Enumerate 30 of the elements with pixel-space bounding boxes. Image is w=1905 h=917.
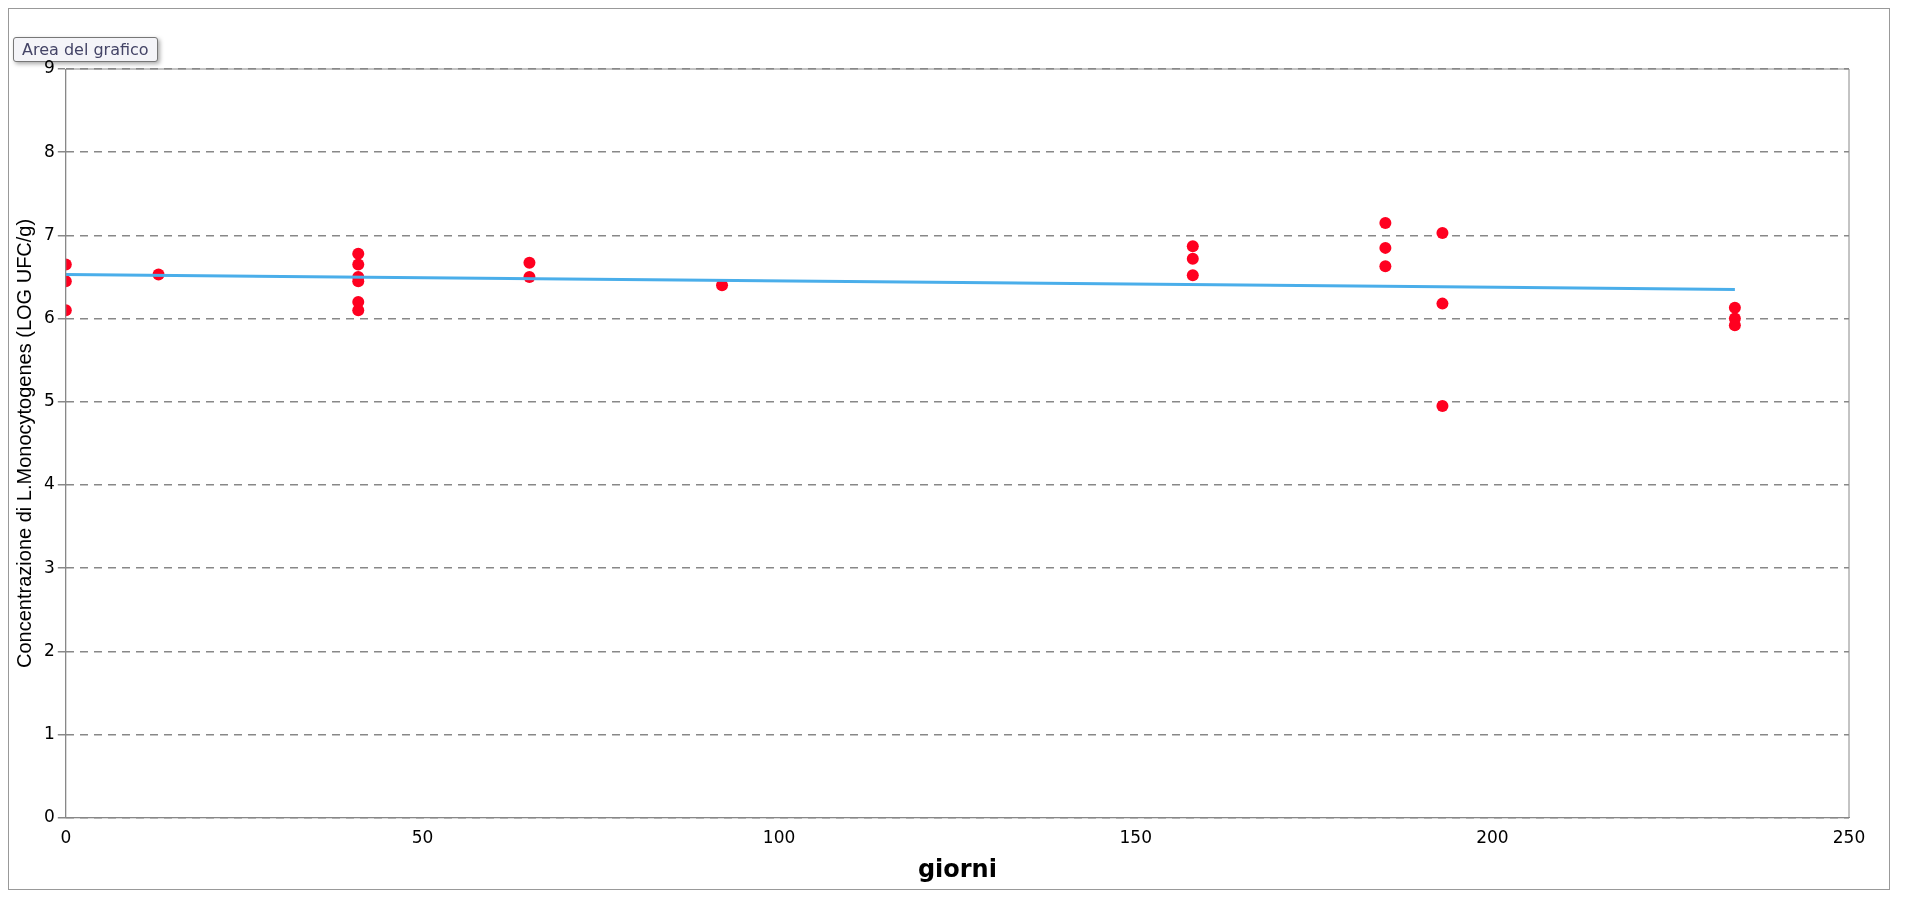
- point: [1186, 240, 1199, 253]
- point: [1728, 301, 1741, 314]
- point: [1186, 269, 1199, 282]
- y-tick-label: 3: [43, 556, 55, 577]
- point: [1436, 297, 1449, 310]
- y-tick-label: 1: [43, 723, 55, 744]
- point: [1186, 252, 1199, 265]
- x-tick-label: 0: [60, 827, 72, 848]
- point: [1436, 226, 1449, 239]
- y-axis-title: Concentrazione di L.Monocytogenes (LOG UFC/g): [12, 218, 35, 668]
- y-tick-label: 5: [43, 390, 55, 411]
- point: [352, 258, 365, 271]
- x-tick-label: 250: [1832, 827, 1866, 848]
- point: [523, 256, 536, 269]
- x-tick-label: 150: [1119, 827, 1152, 848]
- point: [1379, 216, 1392, 229]
- y-tick-label: 0: [43, 806, 55, 827]
- point: [1436, 399, 1449, 412]
- x-tick-label: 200: [1476, 827, 1509, 848]
- y-tick-label: 8: [43, 140, 55, 161]
- y-tick-label: 7: [43, 223, 55, 244]
- y-tick-label: 4: [43, 473, 55, 494]
- point: [352, 247, 365, 260]
- y-tick-label: 2: [43, 639, 55, 660]
- x-tick-label: 50: [411, 827, 434, 848]
- x-axis-title: giorni: [917, 854, 997, 883]
- y-tick-label: 6: [43, 307, 55, 328]
- point: [1379, 241, 1392, 254]
- point: [1379, 260, 1392, 273]
- x-tick-label: 100: [762, 827, 796, 848]
